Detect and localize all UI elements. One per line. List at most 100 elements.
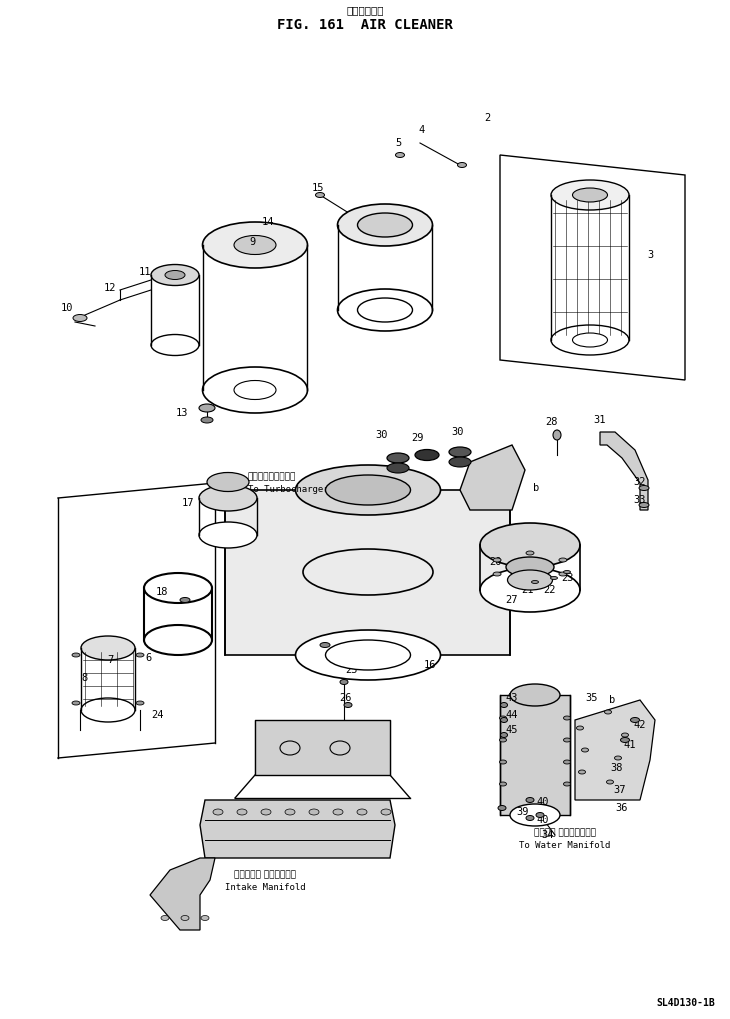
Ellipse shape bbox=[493, 572, 501, 576]
Text: 21: 21 bbox=[520, 585, 533, 595]
Ellipse shape bbox=[81, 636, 135, 660]
Ellipse shape bbox=[449, 447, 471, 457]
Text: 38: 38 bbox=[611, 763, 623, 773]
Text: 22: 22 bbox=[544, 585, 556, 595]
Text: インテーク マニホールド: インテーク マニホールド bbox=[234, 870, 296, 879]
Ellipse shape bbox=[261, 809, 271, 815]
Text: ウォータ マニホールドへ: ウォータ マニホールドへ bbox=[534, 828, 596, 838]
Ellipse shape bbox=[582, 748, 588, 752]
Ellipse shape bbox=[387, 453, 409, 463]
Ellipse shape bbox=[631, 717, 639, 722]
Text: 12: 12 bbox=[104, 283, 116, 293]
Ellipse shape bbox=[358, 213, 412, 237]
Ellipse shape bbox=[237, 809, 247, 815]
Ellipse shape bbox=[207, 473, 249, 491]
Text: 26: 26 bbox=[339, 693, 351, 703]
Ellipse shape bbox=[639, 485, 649, 490]
Ellipse shape bbox=[81, 698, 135, 722]
Text: 40: 40 bbox=[537, 797, 549, 807]
Text: 19: 19 bbox=[352, 645, 364, 655]
Text: 37: 37 bbox=[614, 785, 626, 795]
Ellipse shape bbox=[499, 760, 507, 764]
Ellipse shape bbox=[499, 782, 507, 786]
Text: 24: 24 bbox=[152, 710, 164, 720]
Ellipse shape bbox=[73, 315, 87, 322]
Text: Intake Manifold: Intake Manifold bbox=[225, 883, 305, 893]
Ellipse shape bbox=[507, 570, 553, 590]
Polygon shape bbox=[255, 720, 390, 775]
Text: 7: 7 bbox=[107, 655, 113, 665]
Ellipse shape bbox=[510, 684, 560, 706]
Text: 42: 42 bbox=[634, 720, 646, 730]
Ellipse shape bbox=[333, 809, 343, 815]
Ellipse shape bbox=[639, 502, 649, 507]
Ellipse shape bbox=[296, 465, 440, 515]
Text: 18: 18 bbox=[155, 587, 168, 597]
Ellipse shape bbox=[564, 760, 571, 764]
Text: 23: 23 bbox=[562, 573, 575, 583]
Ellipse shape bbox=[526, 579, 534, 583]
Text: 30: 30 bbox=[452, 427, 464, 437]
Polygon shape bbox=[225, 490, 510, 655]
Ellipse shape bbox=[165, 270, 185, 279]
Ellipse shape bbox=[234, 380, 276, 399]
Ellipse shape bbox=[499, 716, 507, 720]
Ellipse shape bbox=[285, 809, 295, 815]
Ellipse shape bbox=[202, 222, 307, 268]
Ellipse shape bbox=[564, 716, 571, 720]
Text: 16: 16 bbox=[423, 660, 437, 671]
Ellipse shape bbox=[550, 577, 558, 580]
Ellipse shape bbox=[551, 180, 629, 210]
Ellipse shape bbox=[72, 701, 80, 705]
Ellipse shape bbox=[358, 298, 412, 322]
Text: 31: 31 bbox=[593, 415, 606, 425]
Text: 32: 32 bbox=[634, 477, 646, 487]
Ellipse shape bbox=[604, 710, 612, 714]
Ellipse shape bbox=[506, 557, 554, 577]
Polygon shape bbox=[600, 432, 648, 510]
Text: 25: 25 bbox=[346, 665, 358, 675]
Ellipse shape bbox=[559, 572, 567, 576]
Text: 15: 15 bbox=[312, 183, 324, 193]
Ellipse shape bbox=[315, 193, 325, 198]
Text: 9: 9 bbox=[249, 237, 255, 247]
Polygon shape bbox=[150, 858, 215, 930]
Ellipse shape bbox=[480, 568, 580, 612]
Text: 27: 27 bbox=[506, 595, 518, 605]
Ellipse shape bbox=[151, 265, 199, 285]
Polygon shape bbox=[200, 800, 395, 858]
Text: 35: 35 bbox=[585, 693, 599, 703]
Text: 43: 43 bbox=[506, 693, 518, 703]
Text: 14: 14 bbox=[262, 217, 274, 227]
Ellipse shape bbox=[501, 702, 507, 707]
Ellipse shape bbox=[620, 738, 629, 743]
Text: 17: 17 bbox=[182, 498, 194, 508]
Ellipse shape bbox=[607, 780, 613, 784]
Text: 10: 10 bbox=[61, 303, 73, 313]
Ellipse shape bbox=[72, 653, 80, 657]
Ellipse shape bbox=[136, 653, 144, 657]
Text: ターボチャージャへ: ターボチャージャへ bbox=[248, 473, 296, 482]
Ellipse shape bbox=[578, 770, 585, 774]
Ellipse shape bbox=[458, 162, 466, 167]
Ellipse shape bbox=[381, 809, 391, 815]
Text: 13: 13 bbox=[176, 408, 188, 418]
Ellipse shape bbox=[501, 733, 507, 738]
Text: エアクリーナ: エアクリーナ bbox=[346, 5, 384, 15]
Ellipse shape bbox=[201, 417, 213, 423]
Text: 5: 5 bbox=[395, 138, 401, 148]
Ellipse shape bbox=[326, 640, 410, 671]
Text: 8: 8 bbox=[82, 673, 88, 683]
Ellipse shape bbox=[577, 726, 583, 730]
Text: FIG. 161  AIR CLEANER: FIG. 161 AIR CLEANER bbox=[277, 18, 453, 32]
Ellipse shape bbox=[572, 333, 607, 347]
Ellipse shape bbox=[526, 551, 534, 555]
Ellipse shape bbox=[396, 153, 404, 158]
Ellipse shape bbox=[501, 717, 507, 722]
Text: 36: 36 bbox=[615, 803, 629, 813]
Ellipse shape bbox=[572, 187, 607, 202]
Ellipse shape bbox=[526, 815, 534, 820]
Ellipse shape bbox=[564, 738, 571, 742]
Ellipse shape bbox=[551, 325, 629, 355]
Text: 11: 11 bbox=[139, 267, 151, 277]
